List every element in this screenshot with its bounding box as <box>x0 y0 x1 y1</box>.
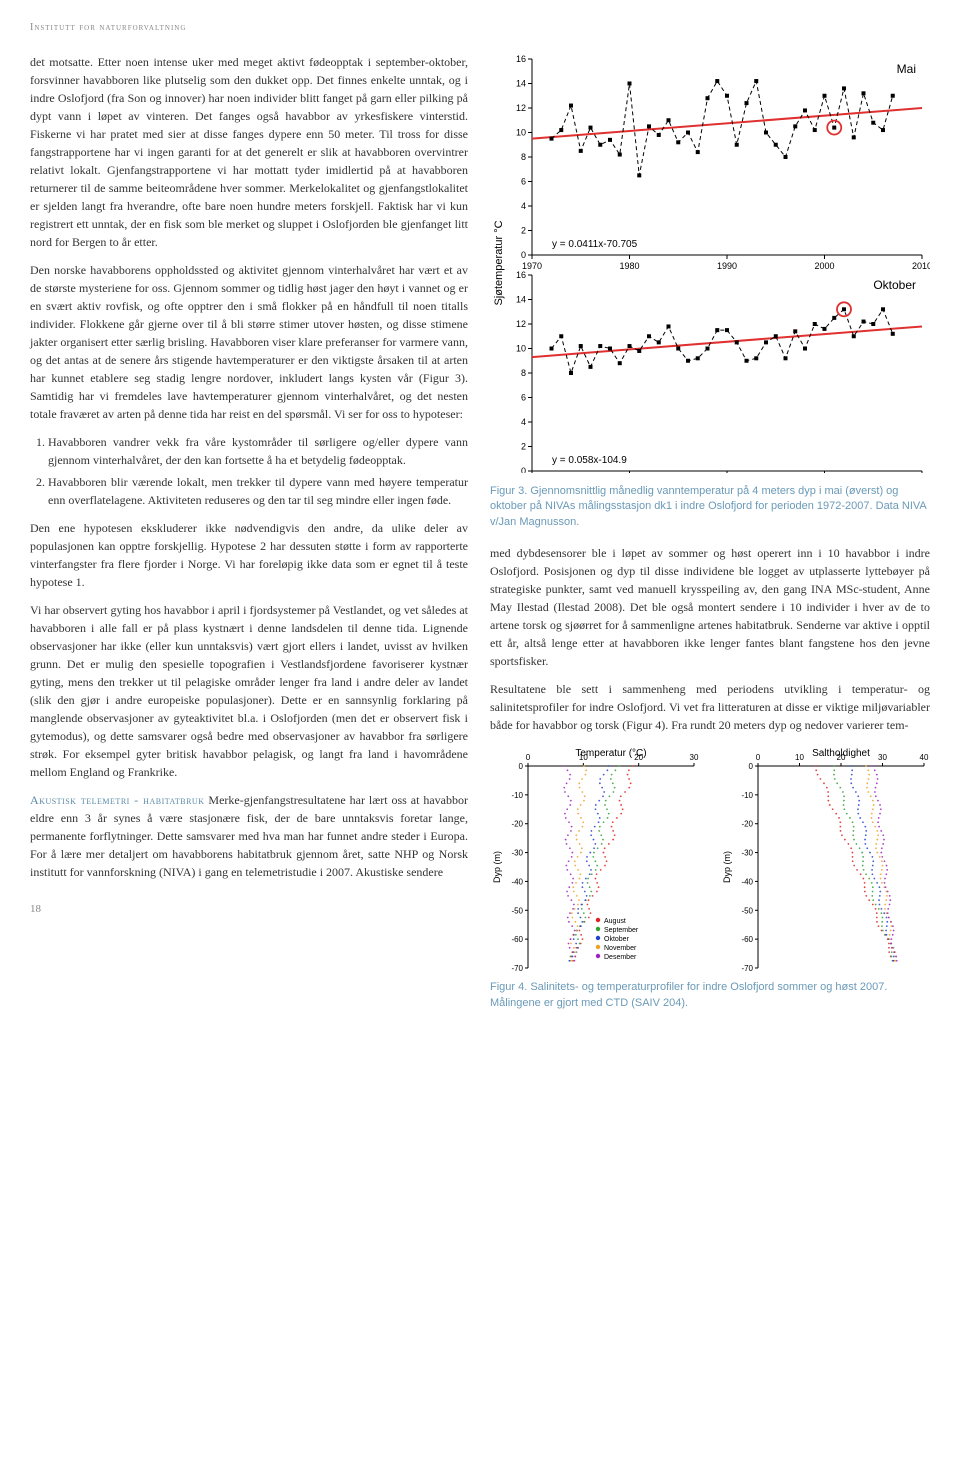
svg-text:14: 14 <box>516 295 526 305</box>
svg-text:6: 6 <box>521 177 526 187</box>
svg-text:-40: -40 <box>741 878 753 887</box>
svg-text:8: 8 <box>521 152 526 162</box>
svg-text:14: 14 <box>516 79 526 89</box>
svg-text:2010: 2010 <box>912 261 930 271</box>
page-number: 18 <box>30 901 468 918</box>
right-column: Sjøtemperatur °C024681012141619701980199… <box>490 53 930 1025</box>
svg-text:Oktober: Oktober <box>873 278 916 292</box>
svg-text:Sjøtemperatur °C: Sjøtemperatur °C <box>493 220 505 305</box>
hypothesis-list: Havabboren vandrer vekk fra våre kystomr… <box>48 433 468 509</box>
svg-text:30: 30 <box>690 753 699 762</box>
svg-text:0: 0 <box>521 250 526 260</box>
svg-text:-10: -10 <box>511 791 523 800</box>
svg-text:10: 10 <box>795 753 804 762</box>
body-paragraph: med dybdesensorer ble i løpet av sommer … <box>490 544 930 670</box>
svg-text:Dyp (m): Dyp (m) <box>722 851 732 883</box>
svg-text:-10: -10 <box>741 791 753 800</box>
svg-text:Desember: Desember <box>604 954 637 961</box>
svg-text:-60: -60 <box>741 935 753 944</box>
figure-3: Sjøtemperatur °C024681012141619701980199… <box>490 53 930 478</box>
svg-text:Oktober: Oktober <box>604 936 630 943</box>
svg-text:2000: 2000 <box>814 261 834 271</box>
svg-text:12: 12 <box>516 103 526 113</box>
svg-text:-50: -50 <box>741 906 753 915</box>
svg-text:20: 20 <box>634 753 643 762</box>
svg-text:10: 10 <box>516 128 526 138</box>
svg-text:-20: -20 <box>741 820 753 829</box>
figure-4: Temperatur (°C)01020300-10-20-30-40-50-6… <box>490 744 930 974</box>
svg-text:2: 2 <box>521 226 526 236</box>
svg-text:-50: -50 <box>511 906 523 915</box>
svg-text:20: 20 <box>837 753 846 762</box>
svg-text:10: 10 <box>579 753 588 762</box>
body-paragraph: Den ene hypotesen ekskluderer ikke nødve… <box>30 519 468 591</box>
svg-text:-70: -70 <box>741 964 753 973</box>
svg-text:0: 0 <box>756 753 761 762</box>
svg-text:2: 2 <box>521 442 526 452</box>
svg-text:-70: -70 <box>511 964 523 973</box>
body-paragraph: Vi har observert gyting hos havabbor i a… <box>30 601 468 781</box>
svg-text:0: 0 <box>519 762 524 771</box>
list-item: Havabboren vandrer vekk fra våre kystomr… <box>48 433 468 469</box>
svg-text:0: 0 <box>749 762 754 771</box>
svg-text:30: 30 <box>878 753 887 762</box>
svg-text:Dyp (m): Dyp (m) <box>492 851 502 883</box>
fig4-temp-svg: Temperatur (°C)01020300-10-20-30-40-50-6… <box>490 744 700 974</box>
svg-text:-40: -40 <box>511 878 523 887</box>
svg-text:Mai: Mai <box>897 62 916 76</box>
svg-text:8: 8 <box>521 368 526 378</box>
svg-text:August: August <box>604 918 626 925</box>
svg-text:1990: 1990 <box>717 261 737 271</box>
svg-text:September: September <box>604 927 639 934</box>
svg-text:0: 0 <box>526 753 531 762</box>
list-item: Havabboren blir værende lokalt, men trek… <box>48 473 468 509</box>
svg-text:40: 40 <box>920 753 929 762</box>
fig3-caption: Figur 3. Gjennomsnittlig månedlig vannte… <box>490 484 930 530</box>
svg-text:12: 12 <box>516 319 526 329</box>
body-paragraph: Den norske havabborens oppholdssted og a… <box>30 261 468 423</box>
fig4-sal-svg: Saltholdighet0102030400-10-20-30-40-50-6… <box>720 744 930 974</box>
svg-text:-20: -20 <box>511 820 523 829</box>
svg-text:November: November <box>604 945 637 952</box>
svg-text:6: 6 <box>521 393 526 403</box>
left-column: det motsatte. Etter noen intense uker me… <box>30 53 468 1025</box>
svg-text:y = 0.0411x-70.705: y = 0.0411x-70.705 <box>552 239 638 250</box>
body-paragraph: Akustisk telemetri - habitatbruk Merke-g… <box>30 791 468 881</box>
fig3-svg: Sjøtemperatur °C024681012141619701980199… <box>490 53 930 473</box>
page-header: Institutt for naturforvaltning <box>30 20 930 35</box>
svg-text:y = 0.058x-104.9: y = 0.058x-104.9 <box>552 455 627 466</box>
fig4-caption: Figur 4. Salinitets- og temperaturprofil… <box>490 980 930 1011</box>
body-paragraph: det motsatte. Etter noen intense uker me… <box>30 53 468 251</box>
svg-text:4: 4 <box>521 201 526 211</box>
svg-text:16: 16 <box>516 54 526 64</box>
svg-text:-60: -60 <box>511 935 523 944</box>
svg-text:0: 0 <box>521 466 526 473</box>
svg-text:16: 16 <box>516 270 526 280</box>
svg-text:-30: -30 <box>511 849 523 858</box>
body-paragraph: Resultatene ble sett i sammenheng med pe… <box>490 680 930 734</box>
svg-text:1980: 1980 <box>619 261 639 271</box>
svg-text:-30: -30 <box>741 849 753 858</box>
svg-text:10: 10 <box>516 344 526 354</box>
svg-text:4: 4 <box>521 417 526 427</box>
section-lead: Akustisk telemetri - habitatbruk <box>30 793 204 807</box>
